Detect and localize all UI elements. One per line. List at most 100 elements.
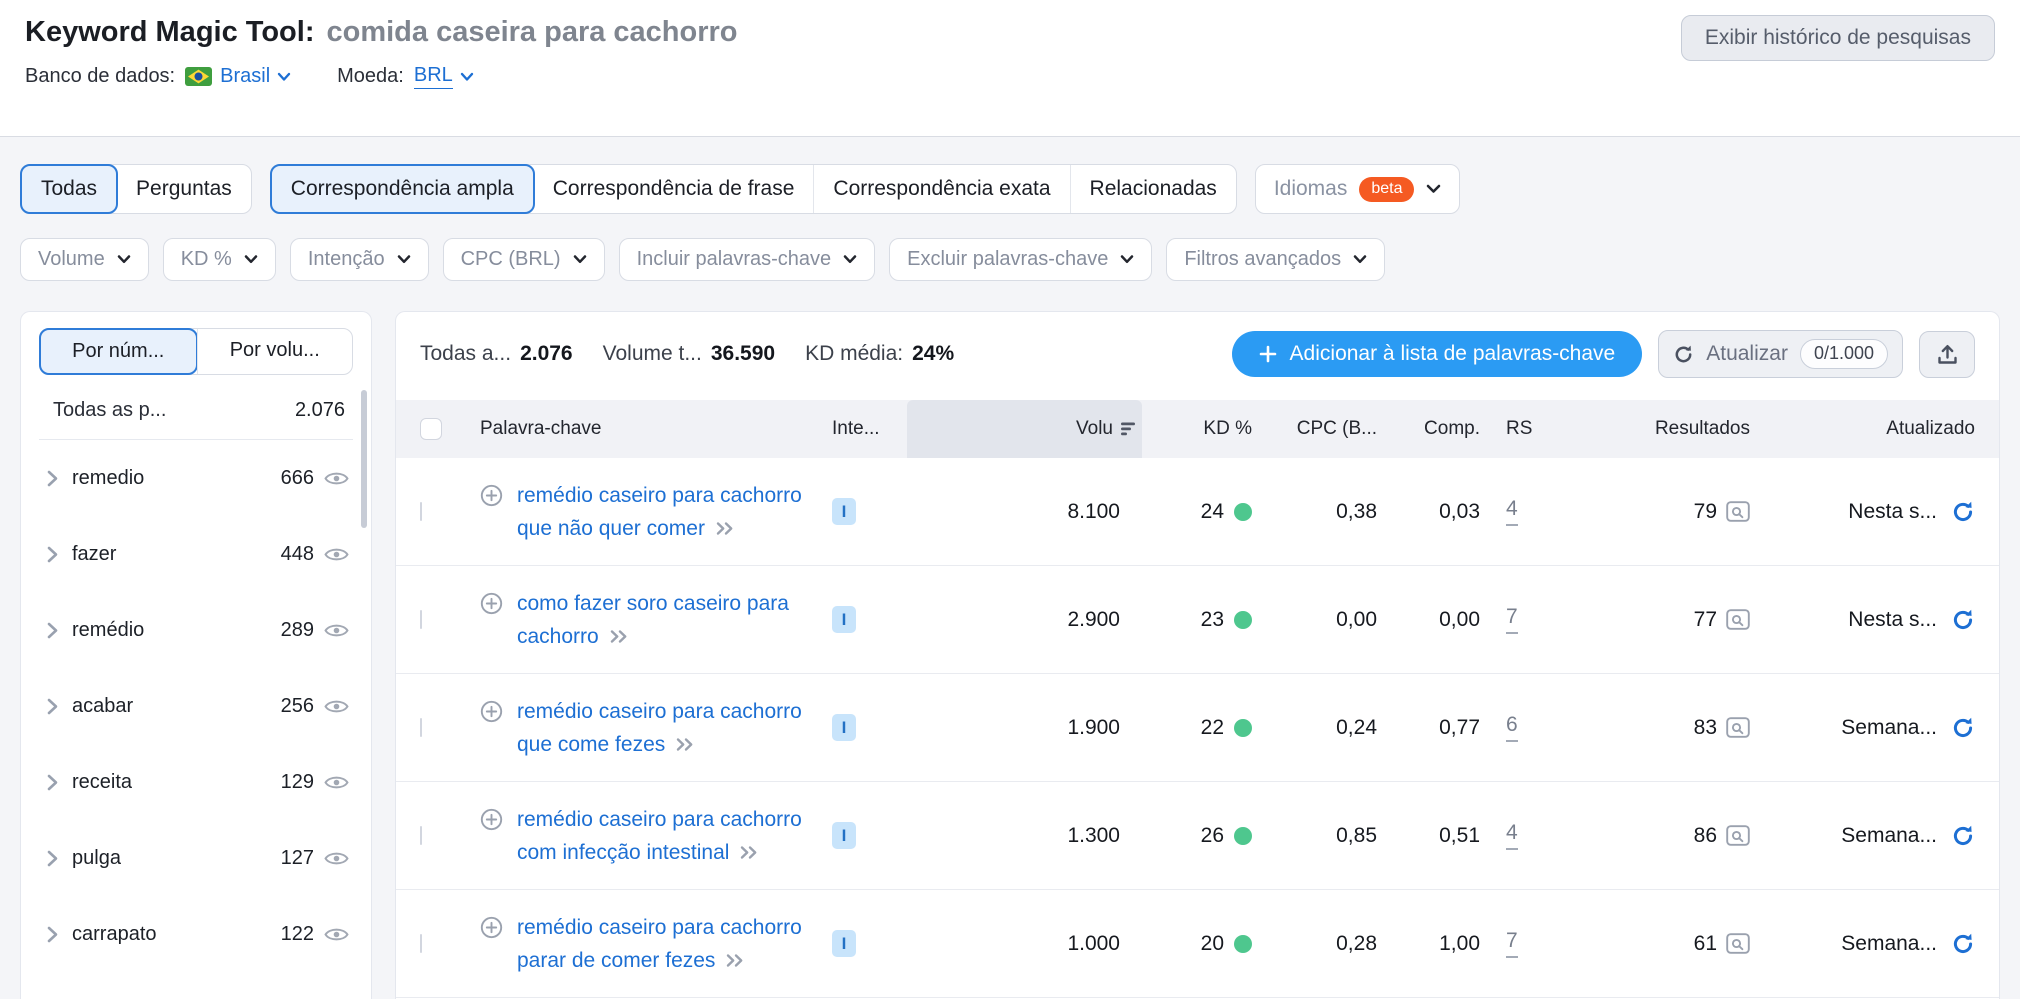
chevron-right-icon[interactable] <box>47 546 58 563</box>
keyword-group-item[interactable]: remedio 666 <box>39 440 353 516</box>
rs-value[interactable]: 4 <box>1506 497 1518 526</box>
keyword-link[interactable]: remédio caseiro para cachorro parar de c… <box>517 915 802 972</box>
tab-correspondencia-de-frase[interactable]: Correspondência de frase <box>552 177 795 200</box>
row-checkbox[interactable] <box>420 501 422 521</box>
keyword-group-item[interactable]: fazer 448 <box>39 516 353 592</box>
refresh-icon[interactable] <box>1951 824 1975 848</box>
column-comp[interactable]: Comp. <box>1424 418 1480 439</box>
keyword-group-item[interactable]: carrapato 122 <box>39 896 353 972</box>
sidebar-scrollbar[interactable] <box>361 390 367 528</box>
currency-select[interactable]: BRL <box>413 64 453 89</box>
double-chevron-icon[interactable] <box>609 629 629 644</box>
tab-todas[interactable]: Todas <box>20 164 119 214</box>
column-volume-sorted[interactable]: Volu <box>907 400 1142 458</box>
keyword-link[interactable]: como fazer soro caseiro para cachorro <box>517 591 789 648</box>
serp-icon[interactable] <box>1726 501 1750 522</box>
keyword-link[interactable]: remédio caseiro para cachorro com infecç… <box>517 807 802 864</box>
volume-value: 1.000 <box>1067 931 1120 955</box>
filter-dropdown[interactable]: KD % <box>162 238 276 281</box>
tab-correspondencia-ampla[interactable]: Correspondência ampla <box>269 164 535 214</box>
plus-circle-icon[interactable] <box>480 808 503 831</box>
chevron-right-icon[interactable] <box>47 622 58 639</box>
select-all-checkbox[interactable] <box>420 418 442 440</box>
filter-dropdown[interactable]: Intenção <box>289 238 429 281</box>
eye-icon[interactable] <box>324 850 349 867</box>
intent-badge[interactable]: I <box>832 930 856 957</box>
refresh-icon[interactable] <box>1951 500 1975 524</box>
column-intent[interactable]: Inte... <box>832 418 880 439</box>
chevron-right-icon[interactable] <box>47 926 58 943</box>
refresh-icon[interactable] <box>1951 608 1975 632</box>
serp-icon[interactable] <box>1726 933 1750 954</box>
keyword-group-item[interactable]: remédio 289 <box>39 592 353 668</box>
double-chevron-icon[interactable] <box>715 521 735 536</box>
sort-by-number-tab[interactable]: Por núm... <box>39 328 198 375</box>
eye-icon[interactable] <box>324 774 349 791</box>
chevron-right-icon[interactable] <box>47 470 58 487</box>
plus-circle-icon[interactable] <box>480 484 503 507</box>
languages-dropdown[interactable]: Idiomas beta <box>1254 164 1461 214</box>
rs-value[interactable]: 6 <box>1506 713 1518 742</box>
refresh-icon[interactable] <box>1951 716 1975 740</box>
double-chevron-icon[interactable] <box>739 845 759 860</box>
keyword-group-item[interactable]: pulga 127 <box>39 820 353 896</box>
column-cpc[interactable]: CPC (B... <box>1296 418 1377 439</box>
rs-value[interactable]: 4 <box>1506 821 1518 850</box>
column-updated[interactable]: Atualizado <box>1886 418 1975 439</box>
chevron-down-icon[interactable] <box>277 72 291 82</box>
plus-circle-icon[interactable] <box>480 916 503 939</box>
column-keyword[interactable]: Palavra-chave <box>480 418 602 439</box>
eye-icon[interactable] <box>324 926 349 943</box>
column-rs[interactable]: RS <box>1506 418 1533 439</box>
tab-correspondencia-exata[interactable]: Correspondência exata <box>813 165 1069 213</box>
serp-icon[interactable] <box>1726 717 1750 738</box>
intent-badge[interactable]: I <box>832 822 856 849</box>
rs-value[interactable]: 7 <box>1506 605 1518 634</box>
eye-icon[interactable] <box>324 698 349 715</box>
history-button[interactable]: Exibir histórico de pesquisas <box>1680 15 1995 61</box>
database-select[interactable]: Brasil <box>220 65 271 87</box>
plus-circle-icon[interactable] <box>480 700 503 723</box>
row-checkbox[interactable] <box>420 933 422 953</box>
column-results[interactable]: Resultados <box>1654 418 1750 439</box>
sort-by-volume-tab[interactable]: Por volu... <box>196 329 353 374</box>
intent-badge[interactable]: I <box>832 606 856 633</box>
all-keywords-row[interactable]: Todas as p... 2.076 <box>39 375 353 440</box>
tab-relacionadas[interactable]: Relacionadas <box>1069 165 1236 213</box>
filter-dropdown[interactable]: Incluir palavras-chave <box>618 238 876 281</box>
keyword-link[interactable]: remédio caseiro para cachorro que não qu… <box>517 483 802 540</box>
filter-dropdown[interactable]: Filtros avançados <box>1166 238 1386 281</box>
tab-perguntas[interactable]: Perguntas <box>136 177 232 200</box>
chevron-right-icon[interactable] <box>47 698 58 715</box>
column-kd[interactable]: KD % <box>1203 418 1252 439</box>
group-label: remédio <box>72 618 145 641</box>
row-checkbox[interactable] <box>420 609 422 629</box>
chevron-down-icon[interactable] <box>460 72 474 82</box>
keyword-link[interactable]: remédio caseiro para cachorro que come f… <box>517 699 802 756</box>
chevron-right-icon[interactable] <box>47 850 58 867</box>
intent-badge[interactable]: I <box>832 714 856 741</box>
row-checkbox[interactable] <box>420 717 422 737</box>
rs-value[interactable]: 7 <box>1506 929 1518 958</box>
chevron-right-icon[interactable] <box>47 774 58 791</box>
serp-icon[interactable] <box>1726 609 1750 630</box>
filter-dropdown[interactable]: Excluir palavras-chave <box>889 238 1153 281</box>
double-chevron-icon[interactable] <box>725 953 745 968</box>
keyword-group-item[interactable]: acabar 256 <box>39 668 353 744</box>
row-checkbox[interactable] <box>420 825 422 845</box>
stat-average-kd: KD média: 24% <box>805 342 955 365</box>
keyword-group-item[interactable]: receita 129 <box>39 744 353 820</box>
update-button[interactable]: Atualizar 0/1.000 <box>1658 330 1903 378</box>
eye-icon[interactable] <box>324 470 349 487</box>
add-to-keyword-list-button[interactable]: Adicionar à lista de palavras-chave <box>1231 331 1643 377</box>
export-button[interactable] <box>1919 330 1975 378</box>
filter-dropdown[interactable]: Volume <box>20 238 149 281</box>
intent-badge[interactable]: I <box>832 498 856 525</box>
refresh-icon[interactable] <box>1951 932 1975 956</box>
eye-icon[interactable] <box>324 622 349 639</box>
double-chevron-icon[interactable] <box>675 737 695 752</box>
serp-icon[interactable] <box>1726 825 1750 846</box>
eye-icon[interactable] <box>324 546 349 563</box>
filter-dropdown[interactable]: CPC (BRL) <box>442 238 605 281</box>
plus-circle-icon[interactable] <box>480 592 503 615</box>
